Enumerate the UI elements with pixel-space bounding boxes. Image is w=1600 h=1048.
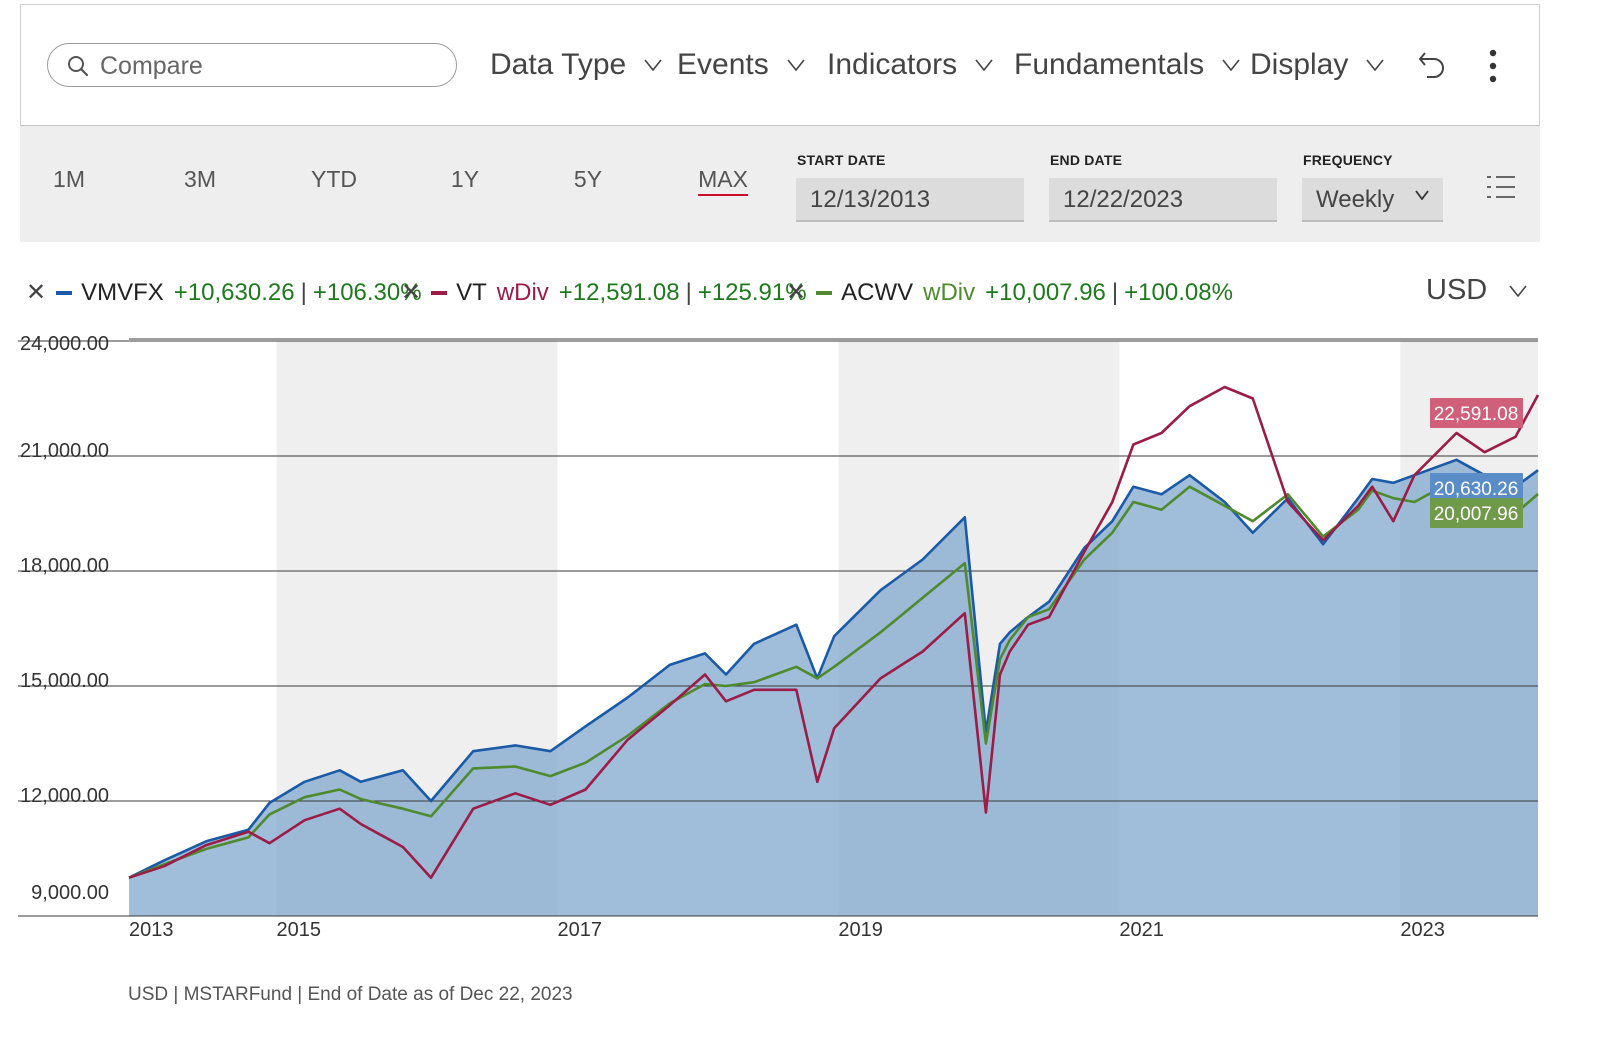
menu-indicators[interactable]: Indicators [827,45,993,85]
table-view-button[interactable] [1486,174,1516,205]
area-fill [129,459,1538,916]
chevron-down-icon [787,59,805,71]
x-tick-label: 2013 [129,919,174,941]
x-tick-label: 2017 [557,919,602,941]
end-date-input[interactable]: 12/22/2023 [1049,178,1277,222]
x-axis: 2013 2015 2017 2019 2021 2023 [129,919,1445,941]
legend-separator: | [685,278,692,306]
legend-pct: +125.91% [697,278,807,306]
y-tick-label: 9,000.00 [31,882,109,904]
more-options-button[interactable] [1483,49,1503,88]
undo-icon [1419,52,1444,78]
legend-gain: +10,630.26 [173,278,295,306]
range-3m-button[interactable]: 3M [184,166,216,192]
legend-ticker: ACWV [841,278,914,306]
list-icon [1487,176,1515,198]
menu-data-type[interactable]: Data Type [490,45,662,85]
compare-input[interactable] [98,50,442,82]
chart-footnote: USD | MSTARFund | End of Date as of Dec … [128,984,573,1005]
series-line-vt [128,385,1540,879]
end-label-box-acwv [1430,498,1523,528]
y-tick-label: 21,000.00 [20,440,109,462]
legend-swatch [816,290,833,295]
frequency-select[interactable]: Weekly [1302,178,1443,222]
end-label-box-vmvfx [1430,473,1523,503]
y-tick-label: 12,000.00 [20,785,109,807]
remove-series-button[interactable]: ✕ [401,279,422,306]
chevron-down-icon [975,59,993,71]
menu-data-type-label: Data Type [490,48,627,81]
menu-events-label: Events [677,48,769,81]
x-tick-label: 2015 [277,919,322,941]
range-ytd-button[interactable]: YTD [311,166,357,192]
y-tick-label: 24,000.00 [20,333,109,355]
legend-swatch [56,290,73,295]
legend-separator: | [300,278,307,306]
chart-toolbar: Data Type Events Indicators Fundamentals… [20,4,1540,126]
menu-events[interactable]: Events [677,45,805,85]
start-date-input[interactable]: 12/13/2013 [796,178,1024,222]
chevron-down-icon [1509,285,1527,297]
chevron-down-icon [1222,59,1240,71]
legend-gain: +10,007.96 [985,278,1106,306]
end-label-acwv: 20,007.96 [1434,504,1519,525]
end-date-label: END DATE [1050,152,1123,168]
legend-ticker: VT [456,278,487,306]
compare-search[interactable] [47,43,457,87]
end-label-box-vt [1430,398,1523,428]
legend-pct: +100.08% [1124,278,1233,306]
y-tick-label: 18,000.00 [20,555,109,577]
chevron-down-icon [1366,59,1384,71]
currency-select[interactable]: USD [1426,274,1527,307]
y-tick-label: 15,000.00 [20,670,109,692]
undo-button[interactable] [1417,49,1447,84]
legend-wdiv: wDiv [496,278,549,306]
menu-indicators-label: Indicators [827,48,958,81]
start-date-label: START DATE [797,152,886,168]
range-1m-button[interactable]: 1M [53,166,85,192]
search-icon [68,56,89,77]
legend-swatch [431,290,448,295]
menu-fundamentals-label: Fundamentals [1014,48,1205,81]
performance-chart[interactable]: 9,000.00 12,000.00 15,000.00 18,000.00 21,00… [0,330,1600,970]
legend-separator: | [1111,278,1119,306]
currency-value: USD [1426,274,1488,306]
more-vertical-icon [1489,49,1497,83]
date-range-bar: 1M 3M YTD 1Y 5Y MAX START DATE 12/13/201… [20,126,1540,242]
legend-pct: +106.30% [312,278,422,306]
frequency-label: FREQUENCY [1303,152,1393,168]
end-value-labels: 22,591.08 20,630.26 20,007.96 [1430,398,1523,528]
x-tick-label: 2021 [1119,919,1164,941]
series-lines [128,385,1540,879]
gridlines [18,338,1538,917]
menu-display[interactable]: Display [1250,45,1384,85]
range-1y-button[interactable]: 1Y [450,166,480,192]
chevron-down-icon [1415,190,1429,200]
legend-item-vt: ✕ VT wDiv +12,591.08 | +125.91% [401,278,807,307]
range-5y-button[interactable]: 5Y [573,166,603,192]
y-axis: 9,000.00 12,000.00 15,000.00 18,000.00 21,00… [20,333,109,904]
x-tick-label: 2019 [838,919,883,941]
chevron-down-icon [644,59,662,71]
x-tick-label: 2023 [1400,919,1445,941]
legend-ticker: VMVFX [81,278,164,306]
end-label-vt: 22,591.08 [1434,404,1519,425]
series-area-vmvfx [129,459,1538,916]
frequency-value: Weekly [1316,186,1395,213]
remove-series-button[interactable]: ✕ [26,279,47,306]
range-max-button[interactable]: MAX [698,166,748,196]
legend-item-acwv: ✕ ACWV wDiv +10,007.96 | +100.08% [786,278,1233,307]
remove-series-button[interactable]: ✕ [786,279,807,306]
menu-fundamentals[interactable]: Fundamentals [1014,45,1240,85]
legend-wdiv: wDiv [923,278,976,306]
legend-gain: +12,591.08 [558,278,680,306]
legend-item-vmvfx: ✕ VMVFX +10,630.26 | +106.30% [26,278,422,307]
menu-display-label: Display [1250,48,1349,81]
end-label-vmvfx: 20,630.26 [1434,479,1519,500]
